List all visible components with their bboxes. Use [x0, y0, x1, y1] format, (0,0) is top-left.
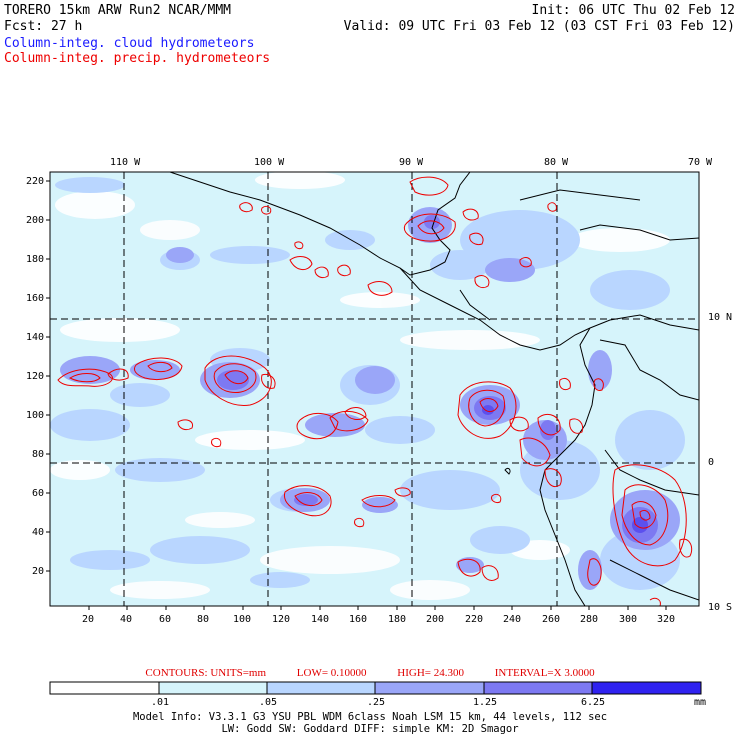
model-info-line2: LW: Godd SW: Goddard DIFF: simple KM: 2D… — [221, 723, 519, 735]
x-tick-label: 260 — [542, 614, 561, 625]
field-shading — [50, 172, 699, 606]
y-tick-label: 140 — [25, 332, 44, 343]
lat-label-0: 0 — [708, 457, 715, 468]
x-tick-label: 300 — [619, 614, 638, 625]
lat-label-10n: 10 N — [708, 312, 733, 323]
coastline — [169, 172, 699, 606]
colorbar-label: 6.25 — [581, 697, 606, 708]
precip-contours — [57, 176, 693, 607]
colorbar-units: mm — [694, 697, 707, 708]
y-tick-label: 60 — [31, 488, 44, 499]
y-tick-label: 120 — [25, 371, 44, 382]
legend-cloud-hydrometeors: Column-integ. cloud hydrometeors — [4, 36, 255, 51]
lon-label-100w: 100 W — [254, 157, 285, 168]
valid-time: Valid: 09 UTC Fri 03 Feb 12 (03 CST Fri … — [343, 19, 735, 34]
x-tick-label: 20 — [82, 614, 95, 625]
y-tick-label: 200 — [25, 215, 44, 226]
lon-label-80w: 80 W — [544, 157, 569, 168]
x-tick-label: 200 — [426, 614, 445, 625]
y-tick-label: 40 — [31, 527, 44, 538]
plot-frame — [49, 171, 700, 607]
x-tick-label: 80 — [197, 614, 210, 625]
y-tick-label: 20 — [31, 566, 44, 577]
contour-info: CONTOURS: UNITS=mm LOW= 0.10000 HIGH= 24… — [0, 667, 740, 679]
contour-low: LOW= 0.10000 — [296, 667, 367, 679]
contour-units: CONTOURS: UNITS=mm — [145, 667, 267, 679]
colorbar-label: .05 — [259, 697, 278, 708]
x-tick-label: 280 — [580, 614, 599, 625]
contour-high: HIGH= 24.300 — [397, 667, 464, 679]
legend-precip-hydrometeors: Column-integ. precip. hydrometeors — [4, 51, 271, 66]
y-tick-label: 180 — [25, 254, 44, 265]
y-tick-label: 80 — [31, 449, 44, 460]
colorbar-label: .25 — [367, 697, 386, 708]
y-tick-label: 160 — [25, 293, 44, 304]
colorbar-label: .01 — [151, 697, 170, 708]
init-time: Init: 06 UTC Thu 02 Feb 12 — [531, 3, 736, 18]
forecast-hour: Fcst: 27 h — [4, 19, 83, 34]
x-tick-label: 220 — [465, 614, 484, 625]
x-tick-label: 140 — [311, 614, 330, 625]
lon-label-70w: 70 W — [688, 157, 713, 168]
y-tick-label: 100 — [25, 410, 44, 421]
y-tick-label: 220 — [25, 176, 44, 187]
colorbar — [49, 681, 702, 695]
lat-label-10s: 10 S — [708, 602, 733, 613]
x-tick-label: 180 — [388, 614, 407, 625]
lat-lon-grid — [50, 172, 699, 606]
x-tick-label: 120 — [272, 614, 291, 625]
model-info-line1: Model Info: V3.3.1 G3 YSU PBL WDM 6class… — [132, 711, 608, 723]
x-tick-label: 40 — [120, 614, 133, 625]
x-tick-label: 100 — [233, 614, 252, 625]
axis-ticks — [46, 180, 667, 610]
contour-interval: INTERVAL=X 3.0000 — [494, 667, 595, 679]
model-run-title: TORERO 15km ARW Run2 NCAR/MMM — [4, 3, 231, 18]
colorbar-label: 1.25 — [473, 697, 498, 708]
lon-label-90w: 90 W — [399, 157, 424, 168]
x-tick-label: 160 — [349, 614, 368, 625]
lon-label-110w: 110 W — [110, 157, 141, 168]
x-tick-label: 320 — [657, 614, 676, 625]
x-tick-label: 60 — [159, 614, 172, 625]
x-tick-label: 240 — [503, 614, 522, 625]
